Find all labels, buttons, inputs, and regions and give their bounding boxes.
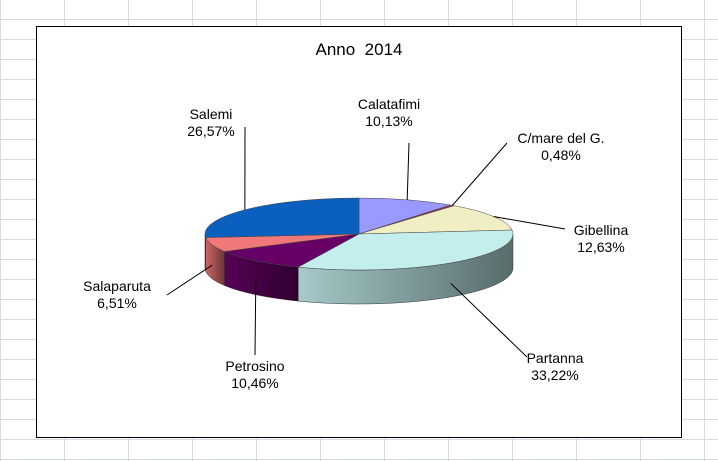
leader-petrosino [254,281,257,356]
label-petrosino-name: Petrosino [225,358,284,374]
leader-lines [166,126,566,358]
leader-c-mare-del-g [452,142,508,206]
side-salemi [204,233,206,272]
chart-area: Anno 2014 Calatafimi 10,13% C/mare del G. 0… [36,26,682,438]
leader-salaparuta [166,264,213,296]
label-gibellina-value: 12,63% [577,239,624,255]
label-calatafimi-value: 10,13% [365,113,412,129]
label-petrosino-value: 10,46% [231,375,278,391]
slice-salemi [204,197,360,238]
label-salaparuta-name: Salaparuta [83,278,151,294]
pie-tops [204,197,514,271]
label-c-mare-del-g-name: C/mare del G. [517,130,604,146]
label-calatafimi-name: Calatafimi [358,96,420,112]
leader-calatafimi [406,142,410,200]
label-salemi-name: Salemi [190,106,233,122]
slice-partanna [297,229,514,271]
leader-gibellina [493,216,566,230]
label-partanna-name: Partanna [527,350,584,366]
label-partanna-value: 33,22% [531,367,578,383]
label-gibellina-name: Gibellina [574,222,629,238]
slice-gibellina [358,205,513,235]
slice-petrosino [223,233,360,268]
label-salemi-value: 26,57% [187,123,234,139]
chart-title: Anno 2014 [316,40,403,59]
leader-partanna [450,282,528,358]
label-c-mare-del-g-value: 0,48% [541,147,581,163]
label-salaparuta-value: 6,51% [97,295,137,311]
